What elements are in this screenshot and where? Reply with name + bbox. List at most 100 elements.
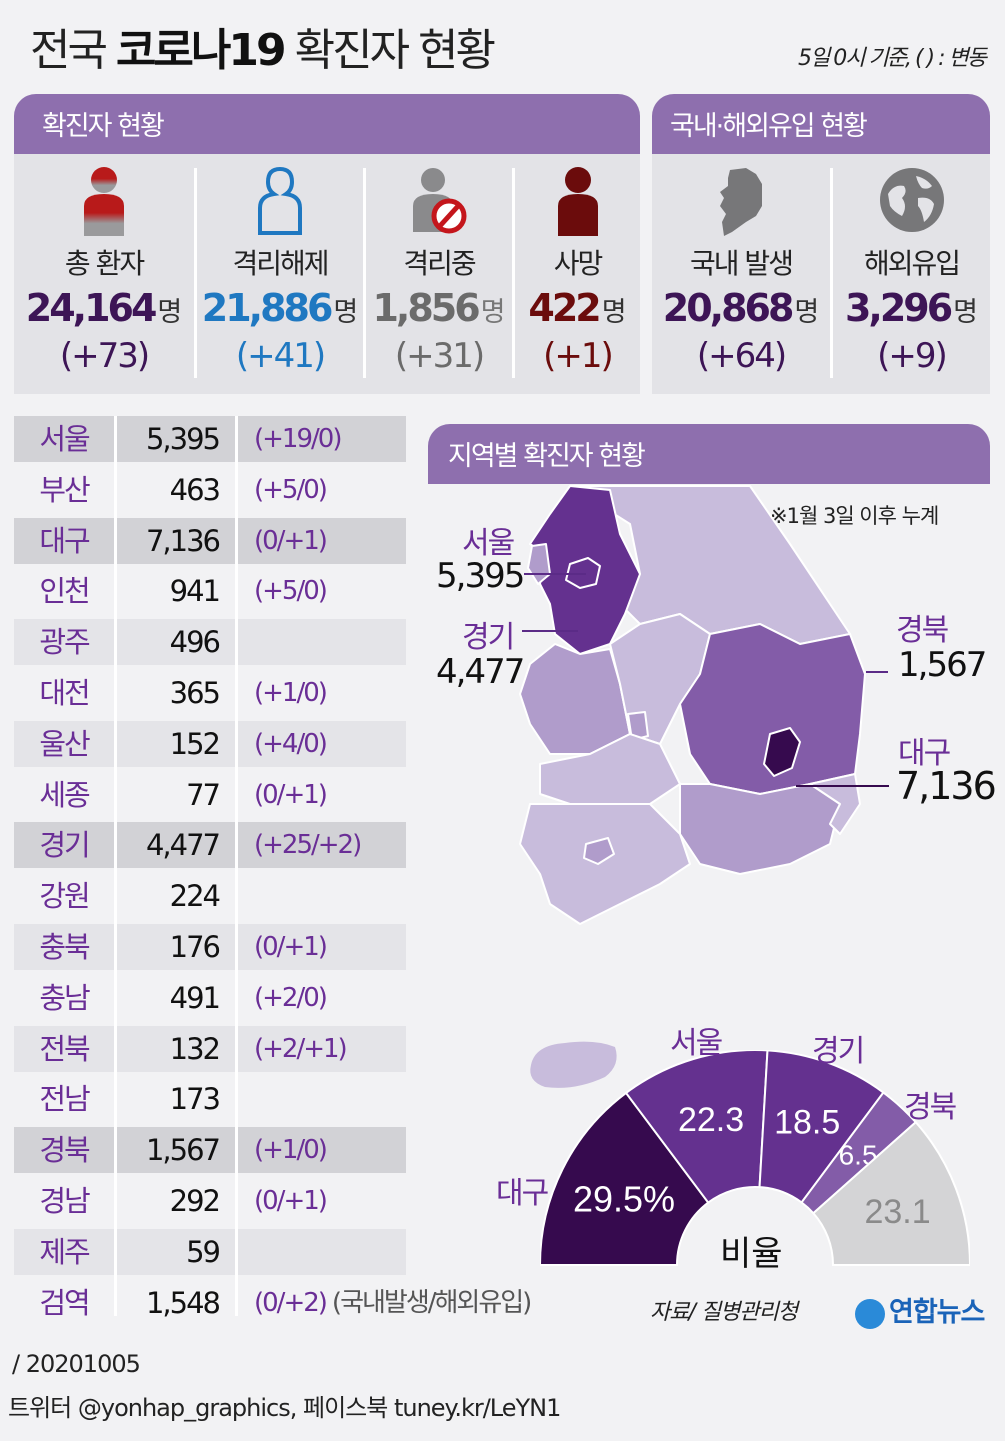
table-row: 경북 1,567 (+1/0) <box>14 1127 406 1178</box>
region-total: 365 <box>169 675 221 710</box>
yonhap-logo-icon <box>855 1298 885 1329</box>
callout-daegu-label: 대구 <box>898 736 951 771</box>
callout-gyeonggi-label: 경기 <box>462 620 515 655</box>
table-row: 경남 292 (0/+1) <box>14 1178 406 1229</box>
stat-domestic: 국내 발생 20,868 명 (+64) <box>652 154 830 392</box>
yonhap-logo: 연합뉴스 <box>855 1290 985 1329</box>
pie-slice-4 <box>811 1120 970 1266</box>
pie-value-label: 22.3 <box>678 1101 744 1139</box>
region-name: 충북 <box>14 923 114 970</box>
callout-seoul-value: 5,395 <box>436 556 525 596</box>
region-total: 463 <box>169 472 221 507</box>
pie-label-daegu: 대구 <box>496 1176 549 1211</box>
stat-label: 격리해제 <box>232 247 329 280</box>
stat-label: 사망 <box>553 247 604 280</box>
pie-value-label: 18.5 <box>774 1104 840 1142</box>
region-change: (0/+1) <box>254 1185 328 1216</box>
origin-panel-title: 국내·해외유입 현황 <box>652 94 990 154</box>
region-change: (+19/0) <box>238 416 406 462</box>
pie-label-gyeonggi: 경기 <box>812 1034 865 1069</box>
callout-daegu-leader <box>796 785 889 787</box>
region-name: 대전 <box>39 675 90 710</box>
region-daegu <box>763 727 801 777</box>
region-total: 59 <box>117 1228 235 1275</box>
region-total: 292 <box>169 1183 221 1218</box>
table-row: 대구 7,136 (0/+1) <box>14 517 406 569</box>
stat-change: (+64) <box>696 336 787 376</box>
stat-value: 24,164 명 <box>25 286 183 330</box>
region-total: 224 <box>169 879 221 914</box>
table-row: 인천 941 (+5/0) <box>14 568 406 619</box>
divider <box>194 168 197 378</box>
region-name: 전북 <box>14 1025 114 1072</box>
region-change: (+4/0) <box>238 720 406 767</box>
region-change: (+5/0) <box>254 474 328 505</box>
stat-label: 총 환자 <box>64 247 145 280</box>
callout-gyeonggi-value: 4,477 <box>436 652 525 692</box>
person-outline-icon <box>258 166 302 235</box>
region-name: 대구 <box>14 517 114 564</box>
legend-note: (국내발생/해외유입) <box>331 1287 532 1318</box>
pie-value-label: 29.5% <box>573 1178 675 1219</box>
table-row: 세종 77 (0/+1) <box>14 772 406 823</box>
table-row: 울산 152 (+4/0) <box>14 720 406 772</box>
region-name: 울산 <box>14 720 114 767</box>
region-change: (+2/+1) <box>238 1025 406 1072</box>
stat-value: 3,296 명 <box>844 286 979 330</box>
region-total: 4,477 <box>117 822 235 869</box>
table-row: 경기 4,477 (+25/+2) <box>14 822 406 873</box>
stat-change: (+1) <box>543 336 614 376</box>
table-row: 충남 491 (+2/0) <box>14 975 406 1026</box>
korea-region-map <box>519 485 866 925</box>
table-row: 강원 224 <box>14 873 406 924</box>
stat-label: 해외유입 <box>863 247 961 280</box>
title-prefix: 전국 <box>30 25 116 76</box>
table-row: 서울 5,395 (+19/0) <box>14 416 406 467</box>
region-total: 7,136 <box>117 517 235 564</box>
region-change: (+5/0) <box>254 576 328 607</box>
region-change: (+25/+2) <box>238 822 406 869</box>
stat-value: 1,856 명 <box>372 286 506 330</box>
region-change <box>238 1076 406 1122</box>
region-name: 경기 <box>14 822 114 869</box>
divider <box>512 168 515 378</box>
pie-center-label: 비율 <box>720 1234 783 1274</box>
region-name: 서울 <box>14 416 114 462</box>
title-suffix: 확진자 현황 <box>283 25 496 76</box>
region-name: 경남 <box>39 1183 90 1218</box>
callout-gyeongbuk-leader <box>866 671 888 673</box>
callout-seoul-leader <box>524 573 586 575</box>
globe-icon <box>879 168 944 232</box>
stat-value: 20,868 명 <box>662 286 820 330</box>
region-change: (+2/0) <box>254 982 328 1013</box>
callout-gyeonggi-leader <box>522 630 578 632</box>
region-name: 세종 <box>39 777 90 812</box>
stat-imported: 해외유입 3,296 명 (+9) <box>833 154 990 392</box>
table-row: 대전 365 (+1/0) <box>14 670 406 721</box>
region-total: 491 <box>169 980 221 1015</box>
confirmed-panel-title: 확진자 현황 <box>14 94 640 154</box>
callout-gyeongbuk-label: 경북 <box>896 613 949 648</box>
region-name: 광주 <box>14 619 114 666</box>
social-links: 트위터 @yonhap_graphics, 페이스북 tuney.kr/LeYN… <box>8 1394 561 1422</box>
region-change <box>238 873 406 919</box>
table-row: 전남 173 <box>14 1076 406 1127</box>
stat-total: 총 환자 24,164 명 (+73) <box>14 154 194 392</box>
stat-change: (+41) <box>235 336 326 376</box>
region-name: 제주 <box>14 1228 114 1275</box>
table-row: 부산 463 (+5/0) <box>14 467 406 518</box>
region-name: 부산 <box>39 472 90 507</box>
table-row: 전북 132 (+2/+1) <box>14 1025 406 1077</box>
stat-isolated: 격리중 1,856 명 (+31) <box>366 154 512 392</box>
region-total: 176 <box>117 923 235 970</box>
callout-gyeongbuk-value: 1,567 <box>898 645 987 685</box>
table-row: 제주 59 <box>14 1228 406 1280</box>
origin-panel: 국내·해외유입 현황 국내 발생 20,868 명 (+64) 해외유입 3,29… <box>652 94 990 394</box>
stat-change: (+9) <box>877 336 948 376</box>
map-panel-header: 지역별 확진자 현황 <box>428 424 990 484</box>
region-change: (0/+1) <box>238 517 406 564</box>
pie-label-seoul: 서울 <box>670 1026 723 1061</box>
korea-map-icon <box>720 168 762 236</box>
divider <box>363 168 366 378</box>
region-change: (+1/0) <box>254 677 328 708</box>
